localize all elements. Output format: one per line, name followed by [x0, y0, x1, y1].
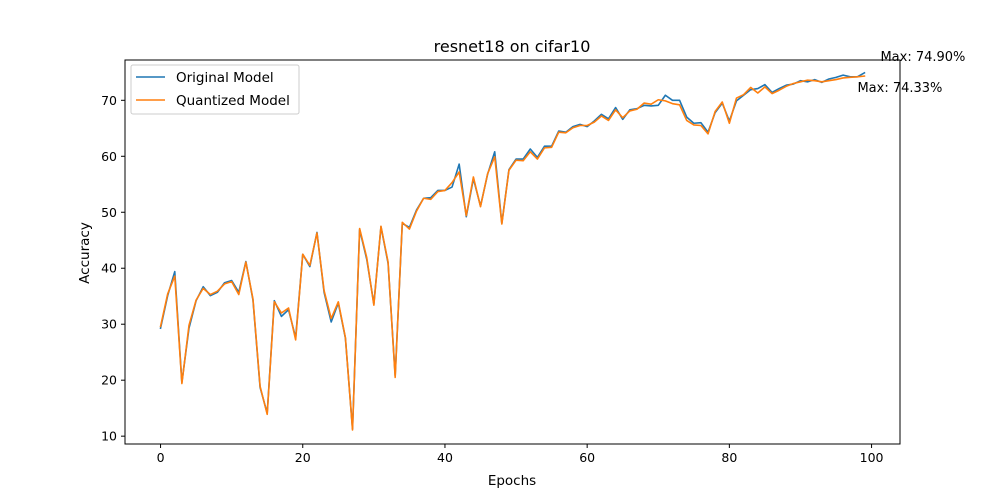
series-line-quantized	[159, 75, 866, 431]
x-tick-label: 80	[721, 450, 737, 465]
x-tick-label: 0	[157, 450, 165, 465]
y-tick-label: 10	[101, 429, 117, 444]
x-tick-label: 20	[295, 450, 311, 465]
x-tick-label: 100	[860, 450, 884, 465]
annotation-max-original: Max: 74.90%	[880, 50, 965, 65]
y-tick-label: 50	[101, 205, 117, 220]
chart-title: resnet18 on cifar10	[434, 37, 591, 56]
y-tick-label: 70	[101, 93, 117, 108]
y-tick-label: 60	[101, 149, 117, 164]
x-tick-label: 60	[579, 450, 595, 465]
plot-area: 0 20 40 60 80 100 10 20 30 40 50 60 70 Max: 74.90% Max…	[101, 50, 965, 465]
y-tick-label: 40	[101, 261, 117, 276]
legend-label-original: Original Model	[176, 70, 274, 86]
y-axis-title: Accuracy	[77, 222, 93, 284]
legend-label-quantized: Quantized Model	[176, 93, 290, 109]
x-tick-label: 40	[437, 450, 453, 465]
plot-frame	[124, 59, 901, 445]
legend-box	[130, 64, 300, 115]
legend: Original Model Quantized Model	[130, 64, 300, 115]
y-tick-label: 30	[101, 317, 117, 332]
annotation-max-quantized: Max: 74.33%	[857, 81, 942, 96]
y-tick-label: 20	[101, 373, 117, 388]
x-axis-title: Epochs	[488, 473, 536, 489]
